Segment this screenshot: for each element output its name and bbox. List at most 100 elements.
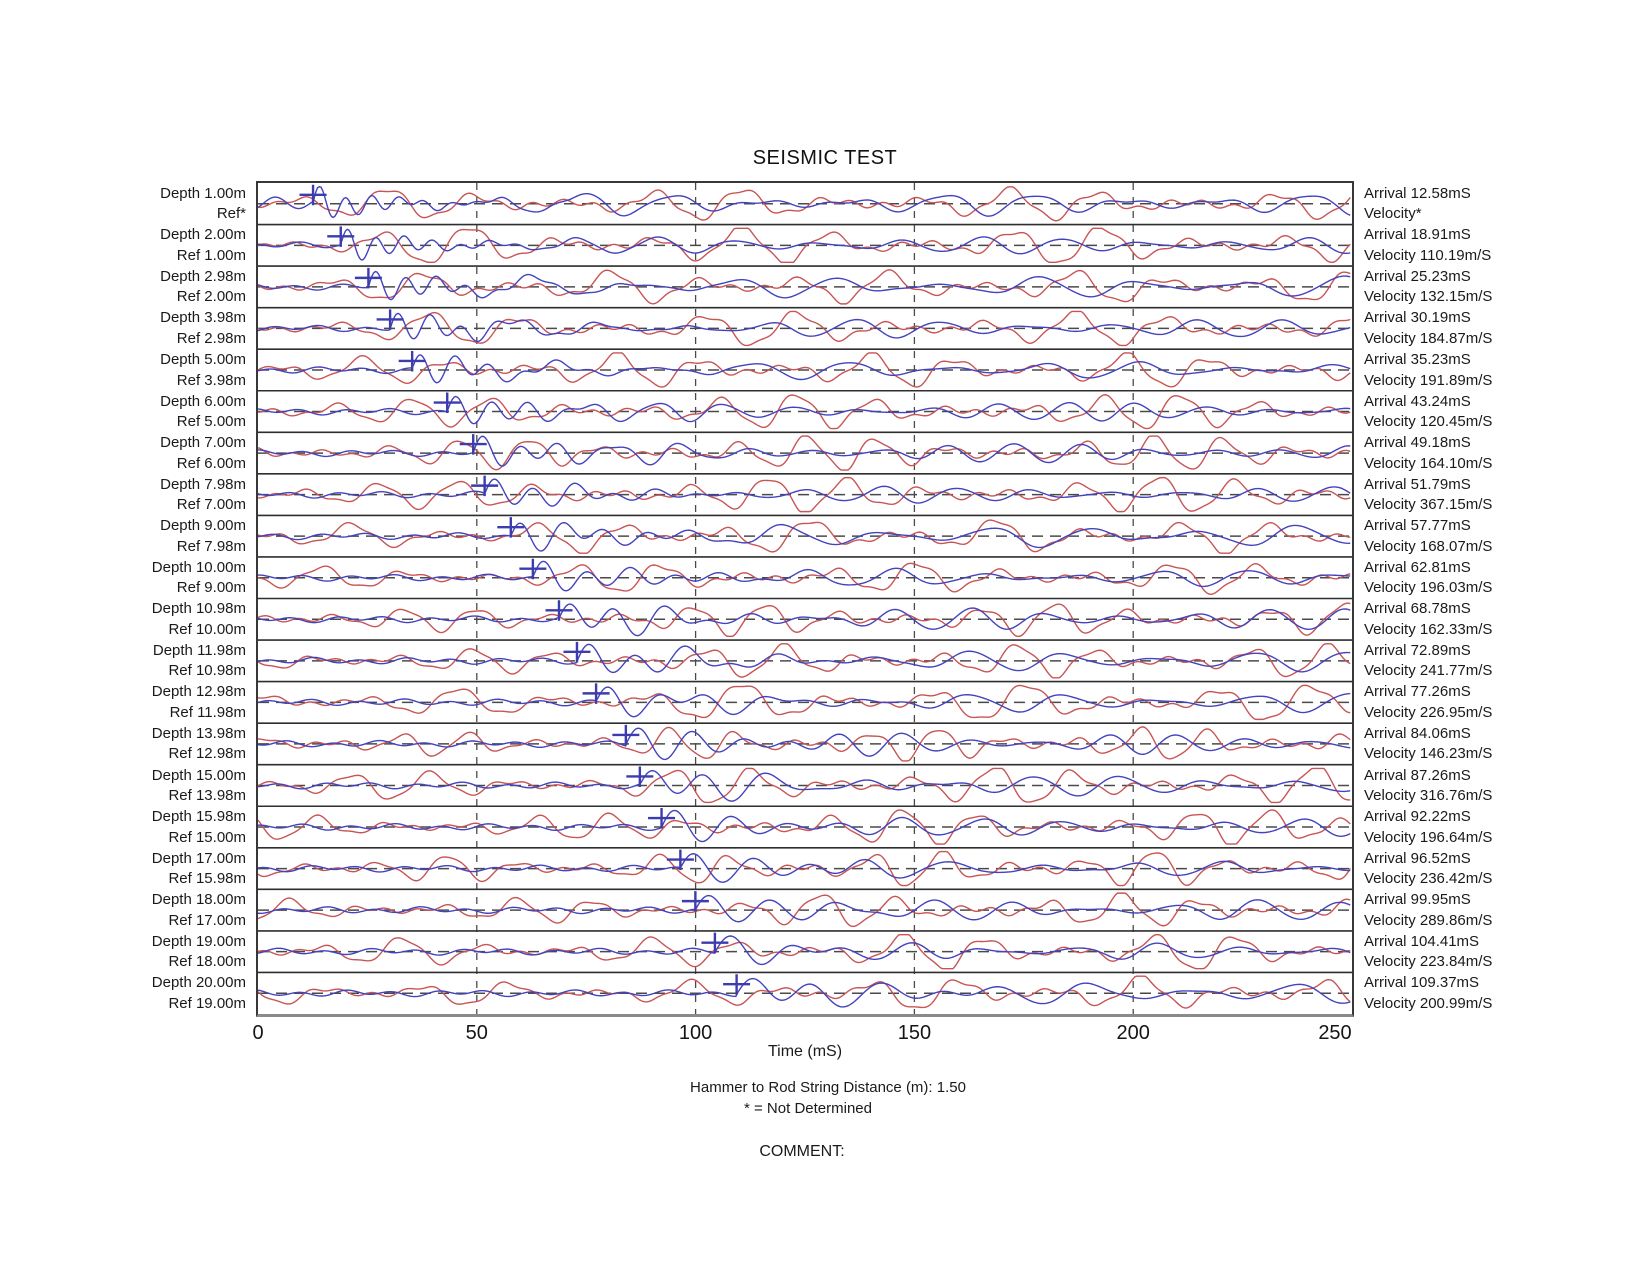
ref-label: Ref 2.98m: [176, 329, 246, 347]
x-tick-label: 250: [1318, 1022, 1352, 1044]
arrival-label: Arrival 72.89mS: [1364, 641, 1471, 659]
velocity-label: Velocity 110.19m/S: [1364, 246, 1492, 264]
arrival-label: Arrival 57.77mS: [1364, 517, 1471, 535]
velocity-label: Velocity 241.77m/S: [1364, 662, 1493, 680]
ref-label: Ref 7.00m: [176, 496, 246, 514]
trace-row-right-label: Arrival 57.77mS Velocity 168.07m/S: [1364, 516, 1492, 557]
trace-row-left-label: Depth 15.00m Ref 13.98m: [0, 766, 246, 807]
arrival-label: Arrival 77.26mS: [1364, 683, 1471, 701]
trace-row-left-label: Depth 7.00m Ref 6.00m: [0, 433, 246, 474]
depth-label: Depth 19.00m: [151, 932, 246, 950]
ref-label: Ref 15.98m: [168, 870, 246, 888]
x-tick-label: 200: [1116, 1022, 1150, 1044]
depth-label: Depth 2.98m: [160, 267, 246, 285]
trace-row-right-label: Arrival 99.95mS Velocity 289.86m/S: [1364, 890, 1492, 931]
depth-label: Depth 5.00m: [160, 351, 246, 368]
trace-row-right-label: Arrival 30.19mS Velocity 184.87m/S: [1364, 308, 1492, 349]
velocity-label: Velocity 316.76m/S: [1364, 787, 1493, 804]
depth-label: Depth 17.00m: [151, 849, 246, 867]
ref-label: Ref 9.00m: [176, 579, 246, 597]
ref-label: Ref 1.00m: [176, 246, 246, 264]
trace-row-right-label: Arrival 109.37mS Velocity 200.99m/S: [1364, 973, 1492, 1014]
x-tick-label: 50: [465, 1022, 488, 1044]
velocity-label: Velocity 196.64m/S: [1364, 828, 1493, 846]
velocity-label: Velocity 223.84m/S: [1364, 953, 1493, 971]
depth-label: Depth 13.98m: [151, 724, 246, 742]
depth-label: Depth 12.98m: [151, 683, 246, 701]
trace-row-left-label: Depth 10.98m Ref 10.00m: [0, 599, 246, 640]
velocity-label: Velocity 367.15m/S: [1364, 496, 1493, 514]
velocity-label: Velocity 164.10m/S: [1364, 454, 1493, 472]
trace-row-right-label: Arrival 25.23mS Velocity 132.15m/S: [1364, 267, 1492, 308]
trace-row-left-label: Depth 2.00m Ref 1.00m: [0, 225, 246, 266]
trace-row-left-label: Depth 11.98m Ref 10.98m: [0, 641, 246, 682]
ref-label: Ref 13.98m: [168, 787, 246, 804]
depth-label: Depth 18.00m: [151, 891, 246, 909]
depth-label: Depth 15.98m: [151, 808, 246, 825]
waveform-canvas: [258, 183, 1352, 1014]
ref-label: Ref 17.00m: [168, 911, 246, 929]
arrival-label: Arrival 68.78mS: [1364, 600, 1471, 618]
ref-label: Ref 6.00m: [176, 454, 246, 472]
trace-row-left-label: Depth 17.00m Ref 15.98m: [0, 849, 246, 890]
arrival-label: Arrival 104.41mS: [1364, 932, 1480, 950]
ref-label: Ref 19.00m: [168, 994, 246, 1012]
trace-row-right-label: Arrival 12.58mS Velocity*: [1364, 184, 1471, 225]
depth-label: Depth 20.00m: [151, 974, 246, 992]
arrival-label: Arrival 109.37mS: [1364, 974, 1480, 992]
trace-row-right-label: Arrival 43.24mS Velocity 120.45m/S: [1364, 392, 1492, 433]
depth-label: Depth 7.98m: [160, 475, 246, 493]
x-axis-label: Time (mS): [767, 1043, 843, 1060]
trace-row-right-label: Arrival 92.22mS Velocity 196.64m/S: [1364, 807, 1492, 848]
trace-row-left-label: Depth 2.98m Ref 2.00m: [0, 267, 246, 308]
trace-row-right-label: Arrival 84.06mS Velocity 146.23m/S: [1364, 724, 1492, 765]
x-tick-label: 0: [252, 1022, 264, 1044]
arrival-label: Arrival 43.24mS: [1364, 392, 1471, 410]
ref-label: Ref 18.00m: [168, 953, 246, 971]
trace-row-left-label: Depth 3.98m Ref 2.98m: [0, 308, 246, 349]
hammer-distance-note: Hammer to Rod String Distance (m): 1.50: [690, 1079, 966, 1096]
arrival-label: Arrival 18.91mS: [1364, 226, 1471, 244]
velocity-label: Velocity 146.23m/S: [1364, 745, 1493, 763]
trace-row-right-label: Arrival 77.26mS Velocity 226.95m/S: [1364, 682, 1492, 723]
depth-label: Depth 11.98m: [152, 641, 246, 659]
trace-row-right-label: Arrival 72.89mS Velocity 241.77m/S: [1364, 641, 1492, 682]
trace-row-left-label: Depth 13.98m Ref 12.98m: [0, 724, 246, 765]
trace-row-right-label: Arrival 51.79mS Velocity 367.15m/S: [1364, 475, 1492, 516]
trace-row-right-label: Arrival 35.23mS Velocity 191.89m/S: [1364, 350, 1492, 391]
ref-label: Ref 5.00m: [176, 413, 246, 431]
trace-row-right-label: Arrival 18.91mS Velocity 110.19m/S: [1364, 225, 1491, 266]
depth-label: Depth 10.98m: [151, 600, 246, 618]
depth-label: Depth 15.00m: [151, 766, 246, 784]
plot-area: [256, 181, 1354, 1017]
ref-label: Ref 10.00m: [168, 620, 246, 638]
trace-row-right-label: Arrival 49.18mS Velocity 164.10m/S: [1364, 433, 1492, 474]
ref-label: Ref 7.98m: [176, 537, 246, 555]
x-tick-label: 150: [897, 1022, 932, 1044]
trace-row-left-label: Depth 6.00m Ref 5.00m: [0, 392, 246, 433]
depth-label: Depth 2.00m: [160, 226, 246, 244]
arrival-label: Arrival 84.06mS: [1364, 724, 1471, 742]
depth-label: Depth 1.00m: [160, 184, 246, 202]
arrival-label: Arrival 92.22mS: [1364, 808, 1471, 825]
depth-label: Depth 9.00m: [160, 517, 246, 535]
trace-row-left-label: Depth 5.00m Ref 3.98m: [0, 350, 246, 391]
comment-label: COMMENT:: [759, 1143, 845, 1160]
ref-label: Ref*: [216, 205, 246, 223]
velocity-label: Velocity 196.03m/S: [1364, 579, 1493, 597]
depth-label: Depth 7.00m: [160, 434, 246, 452]
trace-row-left-label: Depth 20.00m Ref 19.00m: [0, 973, 246, 1014]
arrival-label: Arrival 25.23mS: [1364, 267, 1471, 285]
trace-row-left-label: Depth 19.00m Ref 18.00m: [0, 932, 246, 973]
velocity-label: Velocity 132.15m/S: [1364, 288, 1493, 306]
velocity-label: Velocity 236.42m/S: [1364, 870, 1493, 888]
ref-label: Ref 10.98m: [168, 662, 246, 680]
not-determined-note: * = Not Determined: [744, 1100, 872, 1117]
velocity-label: Velocity 200.99m/S: [1364, 994, 1493, 1012]
trace-row-left-label: Depth 7.98m Ref 7.00m: [0, 475, 246, 516]
ref-label: Ref 3.98m: [176, 371, 246, 389]
chart-title: SEISMIC TEST: [752, 147, 898, 169]
velocity-label: Velocity 289.86m/S: [1364, 911, 1493, 929]
velocity-label: Velocity 184.87m/S: [1364, 329, 1493, 347]
trace-row-left-label: Depth 9.00m Ref 7.98m: [0, 516, 246, 557]
